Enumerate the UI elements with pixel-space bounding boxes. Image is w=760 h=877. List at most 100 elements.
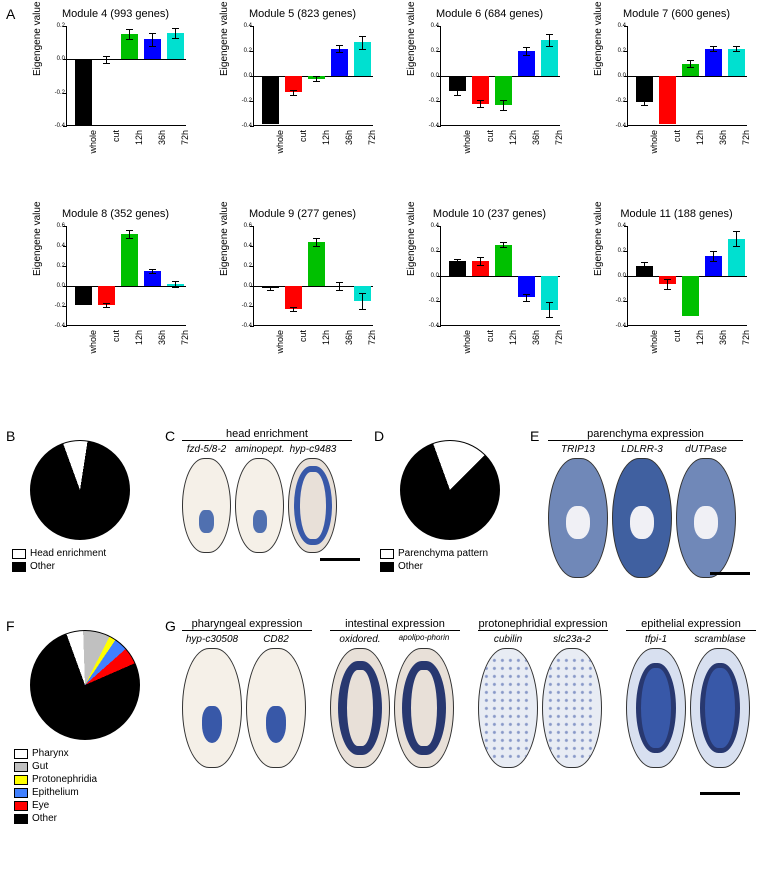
specimen-label: CD82 <box>263 634 289 646</box>
legend-swatch <box>12 562 26 572</box>
legend-b: Head enrichment Other <box>12 548 106 574</box>
chart-body <box>253 26 373 126</box>
x-labels: wholecut12h36h72h <box>253 330 373 380</box>
chart-body <box>440 26 560 126</box>
img-cell: slc23a-2 <box>542 634 602 768</box>
bar-chart: Module 8 (352 genes)Eigengene value-0.4-… <box>28 208 203 368</box>
panel-label-d: D <box>374 428 384 444</box>
scalebar-e <box>710 572 750 575</box>
bar <box>308 242 325 286</box>
specimen-label: scramblase <box>694 634 745 646</box>
legend-row: Gut <box>14 761 97 772</box>
panel-label-e: E <box>530 428 539 444</box>
chart-body <box>66 26 186 126</box>
chart-body <box>253 226 373 326</box>
x-labels: wholecut12h36h72h <box>66 330 186 380</box>
group-g-title: epithelial expression <box>626 618 756 631</box>
group-g-sub: intestinal expressionoxidored.apolipo-ph… <box>330 618 460 768</box>
specimen-label: hyp-c9483 <box>290 444 337 456</box>
img-cell: aminopept. <box>235 444 284 553</box>
legend-row: Epithelium <box>14 787 97 798</box>
y-axis-label: Eigengene value <box>219 201 230 276</box>
specimen-image <box>182 648 242 768</box>
group-g-title: intestinal expression <box>330 618 460 631</box>
legend-label: Epithelium <box>32 787 79 798</box>
specimen-label: tfpi-1 <box>645 634 667 646</box>
specimen-label: fzd-5/8-2 <box>187 444 226 456</box>
bar <box>636 76 653 102</box>
chart-body <box>440 226 560 326</box>
chart-title: Module 6 (684 genes) <box>402 8 577 20</box>
bar-chart: Module 11 (188 genes)Eigengene value-0.4… <box>589 208 760 368</box>
specimen-label: slc23a-2 <box>553 634 591 646</box>
chart-body <box>627 26 747 126</box>
chart-title: Module 7 (600 genes) <box>589 8 760 20</box>
bar <box>121 234 138 286</box>
legend-swatch <box>14 749 28 759</box>
legend-label: Other <box>30 561 55 572</box>
bar-chart: Module 6 (684 genes)Eigengene value-0.4-… <box>402 8 577 168</box>
specimen-image <box>394 648 454 768</box>
legend-row: Other <box>380 561 488 572</box>
specimen-image <box>676 458 736 578</box>
specimen-image <box>288 458 337 553</box>
specimen-label: aminopept. <box>235 444 284 456</box>
legend-d: Parenchyma pattern Other <box>380 548 488 574</box>
legend-row: Head enrichment <box>12 548 106 559</box>
panel-label-g: G <box>165 618 176 634</box>
specimen-label: hyp-c30508 <box>186 634 238 646</box>
x-labels: wholecut12h36h72h <box>66 130 186 180</box>
specimen-image <box>330 648 390 768</box>
pie-b <box>30 440 130 540</box>
legend-swatch <box>380 549 394 559</box>
y-axis-label: Eigengene value <box>406 201 417 276</box>
chart-title: Module 10 (237 genes) <box>402 208 577 220</box>
legend-swatch <box>380 562 394 572</box>
specimen-label: dUTPase <box>685 444 727 456</box>
bar-chart: Module 4 (993 genes)Eigengene value-0.4-… <box>28 8 203 168</box>
legend-row: Protonephridia <box>14 774 97 785</box>
bar <box>659 76 676 124</box>
bar <box>495 245 512 276</box>
y-axis-label: Eigengene value <box>593 1 604 76</box>
bar <box>728 49 745 77</box>
group-g-sub: pharyngeal expressionhyp-c30508CD82 <box>182 618 312 768</box>
chart-title: Module 9 (277 genes) <box>215 208 390 220</box>
legend-label: Protonephridia <box>32 774 97 785</box>
group-g-sub: protonephridial expressioncubilinslc23a-… <box>478 618 608 768</box>
legend-swatch <box>14 762 28 772</box>
panel-label-a: A <box>6 6 15 22</box>
pie-f <box>30 630 140 740</box>
specimen-image <box>548 458 608 578</box>
specimen-image <box>626 648 686 768</box>
specimen-label: cubilin <box>494 634 522 646</box>
legend-swatch <box>14 775 28 785</box>
legend-label: Pharynx <box>32 748 69 759</box>
img-cell: hyp-c30508 <box>182 634 242 768</box>
chart-title: Module 11 (188 genes) <box>589 208 760 220</box>
scalebar-c <box>320 558 360 561</box>
legend-label: Parenchyma pattern <box>398 548 488 559</box>
img-cell: fzd-5/8-2 <box>182 444 231 553</box>
specimen-image <box>542 648 602 768</box>
img-cell: oxidored. <box>330 634 390 768</box>
specimen-image <box>235 458 284 553</box>
scalebar-g <box>700 792 740 795</box>
pie-d <box>400 440 500 540</box>
panel-label-c: C <box>165 428 175 444</box>
panel-label-f: F <box>6 618 15 634</box>
legend-label: Head enrichment <box>30 548 106 559</box>
bar <box>75 59 92 126</box>
group-c-title: head enrichment <box>182 428 352 441</box>
specimen-image <box>246 648 306 768</box>
bar <box>262 76 279 124</box>
y-axis-label: Eigengene value <box>32 201 43 276</box>
y-axis-label: Eigengene value <box>406 1 417 76</box>
legend-row: Parenchyma pattern <box>380 548 488 559</box>
specimen-image <box>182 458 231 553</box>
chart-body <box>627 226 747 326</box>
legend-row: Other <box>12 561 106 572</box>
img-cell: cubilin <box>478 634 538 768</box>
group-e: parenchyma expression TRIP13LDLRR-3dUTPa… <box>548 428 743 578</box>
legend-swatch <box>14 801 28 811</box>
